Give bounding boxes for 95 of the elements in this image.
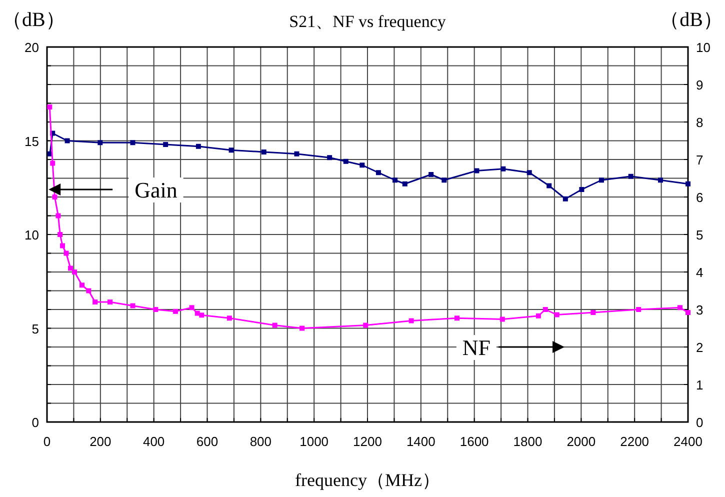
y2label: （dB） [660,9,723,31]
x-tick-label: 1400 [406,434,436,449]
point [108,300,113,304]
point [226,316,232,321]
point [153,307,158,312]
point [554,312,560,318]
point [562,196,568,202]
x-tick-label: 200 [90,434,112,449]
point [60,243,65,248]
y-tick-label: 0 [32,415,39,430]
point [428,172,434,177]
y2-tick-label: 1 [696,378,704,392]
y-tick-label: 5 [32,321,39,336]
point [327,155,332,160]
point [56,213,61,218]
y2-tick-label: 0 [696,415,704,430]
point [442,178,447,183]
point [68,266,74,271]
point [454,316,460,321]
point [343,158,348,164]
point [64,138,70,144]
point [130,140,136,146]
point [546,183,552,188]
x-tick-label: 800 [250,434,272,449]
point [98,140,103,146]
point [300,326,305,331]
point [79,282,84,288]
y2-tick-label: 3 [696,302,704,318]
point [163,142,168,147]
point [579,187,584,192]
point [500,166,506,172]
x-tick-label: 2400 [674,434,702,449]
point [636,307,642,312]
x-tick-label: 1200 [353,434,382,449]
y2-tick-label: 7 [696,152,704,168]
point [402,181,408,186]
x-tick-label: 400 [142,434,165,449]
point [72,270,78,274]
point [598,178,604,183]
point [272,322,278,328]
point [686,181,690,186]
point [536,313,541,318]
point [376,170,381,176]
point [474,168,480,174]
point [92,300,98,304]
point [363,322,368,328]
y-tick-label: 15 [24,134,39,149]
point [199,312,204,318]
y2-tick-label: 4 [696,265,704,280]
point [294,151,300,156]
x-tick-label: 1000 [300,434,329,449]
point [64,250,69,256]
point [86,288,92,294]
point [677,305,682,310]
annotation: Gain [48,178,184,202]
point [408,318,414,324]
point [360,162,365,168]
point [47,104,52,110]
point [52,194,58,200]
y2-tick-label: 2 [696,340,704,355]
point [542,307,548,312]
x-tick-label: 600 [196,434,218,449]
point [196,144,201,149]
point [658,178,663,183]
y2-tick-label: 8 [696,115,704,130]
point [628,174,634,179]
y2-tick-label: 5 [696,228,704,242]
annotation: NF [462,335,491,360]
x-tick-label: 1800 [513,434,542,449]
y2-tick-label: 6 [696,190,704,205]
point [130,303,136,308]
xlabel: frequency（MHz） [295,470,440,490]
x-tick-label: 0 [43,434,51,449]
y-tick-label: 10 [24,228,39,242]
point [590,310,596,315]
y2-tick-label: 10 [696,40,710,55]
x-tick-label: 1600 [460,434,489,449]
point [58,232,63,237]
annotation: Gain [134,178,178,202]
point [228,148,234,153]
ylabel: （dB） [2,9,66,31]
y-tick-label: 20 [24,40,39,55]
x-tick-label: 2000 [566,434,596,449]
point [261,150,266,154]
point [392,178,398,183]
annotation: NF [456,335,565,360]
point [189,305,194,310]
point [686,310,690,315]
point [172,308,178,314]
y2-tick-label: 9 [696,78,704,92]
point [526,170,532,176]
point [50,160,56,166]
title: S21、NF vs frequency [289,12,446,31]
x-tick-label: 2200 [620,434,650,449]
point [500,316,505,322]
